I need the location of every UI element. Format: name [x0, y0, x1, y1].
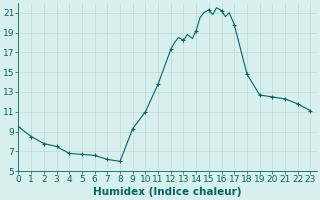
X-axis label: Humidex (Indice chaleur): Humidex (Indice chaleur) — [93, 187, 242, 197]
